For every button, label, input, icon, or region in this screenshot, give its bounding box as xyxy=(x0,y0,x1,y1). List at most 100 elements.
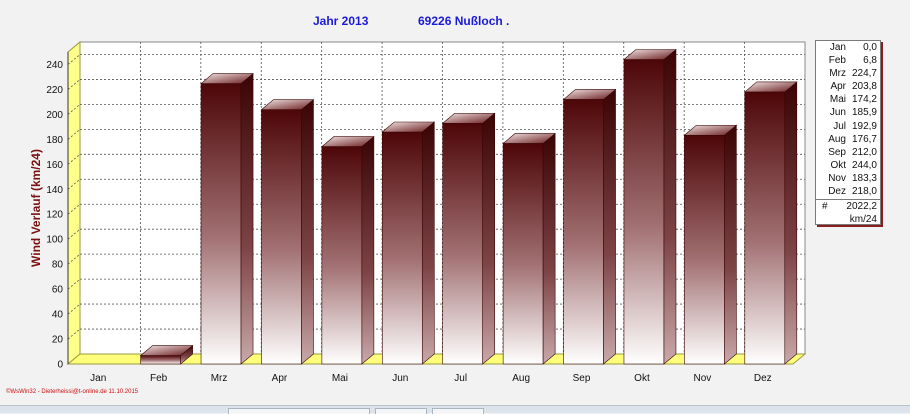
bar-apr xyxy=(261,109,302,365)
y-tick-label: 60 xyxy=(52,285,64,296)
x-tick-label: Okt xyxy=(634,373,650,384)
gridline-diagonal xyxy=(67,154,81,165)
bar-top-mrz xyxy=(200,73,254,84)
legend-month: Mai xyxy=(829,94,846,106)
bar-aug xyxy=(502,143,544,365)
y-tick-label: 140 xyxy=(46,185,63,196)
bar-side-mai xyxy=(361,135,375,365)
legend-value: 185,9 xyxy=(851,107,877,119)
y-tick-label: 160 xyxy=(46,160,63,171)
x-tick-label: Sep xyxy=(573,373,591,384)
legend-total-value: 2022,2 xyxy=(846,201,877,212)
gridline-diagonal xyxy=(67,203,81,215)
gridline-diagonal xyxy=(67,303,81,315)
bar-side-apr xyxy=(301,99,314,365)
taskbar xyxy=(0,405,910,414)
taskbar-button[interactable] xyxy=(375,408,427,414)
plot-floor xyxy=(66,353,807,365)
bar-okt xyxy=(623,59,665,365)
gridline-diagonal xyxy=(67,54,81,65)
chart-title: Jahr 2013 69226 Nußloch . xyxy=(0,14,910,34)
legend-month: Apr xyxy=(830,81,846,93)
legend-value: 0,0 xyxy=(863,42,877,53)
legend-month: Aug xyxy=(828,133,846,145)
x-tick-label: Jun xyxy=(392,373,408,384)
gridline-diagonal xyxy=(67,253,81,265)
legend-row: Dez 218,0 xyxy=(816,185,880,198)
bar-top-apr xyxy=(260,99,315,110)
legend-month: Dez xyxy=(828,186,846,198)
bar-side-aug xyxy=(542,132,556,365)
x-tick-label: Dez xyxy=(754,373,772,384)
legend-value: 174,2 xyxy=(851,94,877,106)
x-tick-label: Mai xyxy=(332,373,348,384)
y-tick-label: 220 xyxy=(46,85,63,96)
gridline-diagonal xyxy=(67,278,81,290)
bar-side-jul xyxy=(482,112,496,365)
legend-value: 203,8 xyxy=(851,81,877,93)
legend-rows: Jan 0,0 Feb 6,8 Mrz 224,7 Apr 203,8 Mai 174,2 Jun 1… xyxy=(816,41,880,198)
bar-side-mrz xyxy=(240,72,254,365)
bar-jun xyxy=(381,131,423,365)
y-tick-label: 240 xyxy=(46,60,63,71)
legend-value: 218,0 xyxy=(851,186,877,198)
legend-month: Okt xyxy=(830,159,846,171)
legend-value: 212,0 xyxy=(851,146,877,158)
bar-side-okt xyxy=(663,48,677,365)
bar-side-sep xyxy=(603,88,616,365)
y-tick-label: 80 xyxy=(52,260,64,271)
y-tick-label: 200 xyxy=(46,110,63,121)
bar-sep xyxy=(563,99,604,365)
legend-row: Jun 185,9 xyxy=(816,106,880,119)
y-tick-label: 180 xyxy=(46,135,63,146)
legend-row: Okt 244,0 xyxy=(816,159,880,172)
bar-top-aug xyxy=(502,133,556,144)
bar-top-jul xyxy=(441,112,496,124)
bar-side-dez xyxy=(784,81,798,365)
footer-note: ©WsWin32 - Dieterheissi@t-online.de 11.1… xyxy=(6,389,139,395)
y-tick-label: 20 xyxy=(52,335,64,346)
bar-top-sep xyxy=(562,89,617,100)
legend-total-symbol: # xyxy=(822,201,828,212)
bar-mrz xyxy=(200,83,242,365)
x-tick-label: Apr xyxy=(272,373,288,384)
y-tick-label: 120 xyxy=(46,210,63,221)
legend-month: Jun xyxy=(829,107,846,119)
gridline-diagonal xyxy=(67,328,81,340)
legend-total: # 2022,2 km/24 xyxy=(816,199,880,226)
legend-value: 244,0 xyxy=(851,159,877,171)
legend-value: 176,7 xyxy=(851,133,877,145)
legend-month: Nov xyxy=(828,172,846,184)
legend-month: Feb xyxy=(828,55,846,67)
gridline-diagonal xyxy=(67,79,81,90)
legend-row: Aug 176,7 xyxy=(816,133,880,146)
bar-feb xyxy=(140,355,181,365)
y-tick-label: 100 xyxy=(46,235,63,246)
legend-row: Sep 212,0 xyxy=(816,146,880,159)
gridline-diagonal xyxy=(67,104,81,115)
bar-dez xyxy=(744,91,786,365)
legend-row: Mrz 224,7 xyxy=(816,67,880,80)
bar-side-jun xyxy=(421,121,435,365)
bar-top-nov xyxy=(683,124,738,136)
gridline-diagonal xyxy=(67,129,81,140)
bar-top-mai xyxy=(321,136,375,147)
x-tick-label: Jan xyxy=(90,373,106,384)
bar-jul xyxy=(442,122,484,365)
legend-row: Apr 203,8 xyxy=(816,80,880,93)
bar-top-dez xyxy=(743,81,798,93)
legend-month: Mrz xyxy=(829,68,846,80)
x-tick-label: Mrz xyxy=(211,373,228,384)
bar-mai xyxy=(321,146,363,365)
legend-value: 6,8 xyxy=(863,55,877,67)
y-tick-label: 40 xyxy=(52,310,64,321)
bar-top-jun xyxy=(381,121,436,133)
bar-top-feb xyxy=(139,345,194,356)
taskbar-button[interactable] xyxy=(432,408,484,414)
taskbar-button[interactable] xyxy=(228,408,370,414)
gridline-diagonal xyxy=(67,178,81,190)
x-tick-label: Aug xyxy=(512,373,530,384)
legend-row: Feb 6,8 xyxy=(816,54,880,67)
x-tick-label: Nov xyxy=(693,373,711,384)
gridline-diagonal xyxy=(67,228,81,240)
